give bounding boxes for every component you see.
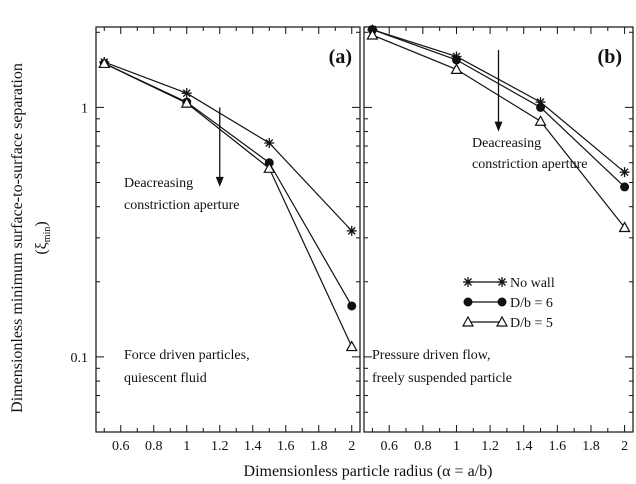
legend-label: No wall [510,276,555,291]
series-line [103,62,353,347]
star-marker [346,225,357,236]
triangle-marker [263,162,276,173]
x-tick-label: 1 [183,439,190,454]
star-stroke [347,226,356,235]
y-axis-label: Dimensionless minimum surface-to-surface… [9,63,26,413]
star-stroke [620,168,629,177]
x-tick-label: 0.6 [112,439,130,454]
triangle-marker [534,115,547,126]
triangle-marker [180,96,193,108]
x-tick-label: 0.6 [380,439,398,454]
triangle-marker [618,221,631,233]
x-tick-label: 1 [453,439,460,454]
star-stroke [498,278,506,286]
panel-label: (a) [329,46,352,68]
y-axis-symbol: (ξmin) [33,221,53,254]
circle-marker [536,102,546,112]
triangle-marker [450,63,463,74]
arrow-annotation-line1: Deacreasing [472,136,541,151]
x-tick-label: 1.4 [515,439,533,454]
star-stroke [182,89,191,98]
triangle-marker [366,28,379,40]
panel-note-line2: freely suspended particle [372,371,512,386]
triangle-marker [98,57,111,69]
x-axis-label: Dimensionless particle radius (α = a/b) [244,463,493,480]
circle-marker [451,55,461,65]
arrow-annotation-line1: Deacreasing [124,176,193,191]
x-tick-label: 1.6 [549,439,567,454]
arrow-annotation-line2: constriction aperture [124,198,239,213]
panel-a: 0.6 0.8 1 1.2 1.4 1.6 1.8 2 0.1 1 (a) Deacreasing co… [71,26,361,454]
x-tick-label: 1.8 [582,439,600,454]
star-marker [264,137,275,148]
x-tick-label: 1.4 [244,439,262,454]
legend: No wall D/b = 6 D/b = 5 [461,276,555,331]
y-tick-label: 1 [81,101,88,116]
circle-marker [347,301,357,311]
x-tick-label: 1.8 [310,439,328,454]
x-tick-label: 2 [621,439,628,454]
x-tick-label: 1.2 [211,439,229,454]
star-marker [463,277,473,287]
panel-note-line1: Force driven particles, [124,348,250,363]
x-tick-label: 0.8 [145,439,163,454]
circle-marker [620,182,630,192]
star-stroke [265,139,274,147]
circle-marker [463,297,473,307]
plot-frame [363,26,634,433]
star-marker [619,167,630,178]
y-tick-label: 0.1 [71,351,89,366]
legend-label: D/b = 5 [510,316,553,331]
star-stroke [464,278,472,286]
x-tick-label: 1.6 [277,439,295,454]
panel-note-line1: Pressure driven flow, [372,348,490,363]
arrow-head [215,176,224,187]
plot-frame [95,26,361,433]
star-marker [181,88,192,99]
circle-marker [497,297,507,307]
x-tick-label: 1.2 [481,439,499,454]
series-open-triangle [98,57,358,352]
triangle-marker [495,315,509,327]
legend-label: D/b = 6 [510,296,553,311]
panel-label: (b) [598,46,622,68]
x-tick-label: 2 [348,439,355,454]
triangle-marker [345,340,358,352]
arrow-head [494,121,503,132]
star-marker [497,277,507,287]
series-line [104,61,353,232]
x-tick-label: 0.8 [414,439,432,454]
arrow-annotation-line2: constriction aperture [472,157,587,172]
panel-note-line2: quiescent fluid [124,371,207,386]
triangle-marker [461,315,475,327]
panel-b: 0.6 0.8 1 1.2 1.4 1.6 1.8 2 (b) Deacreasing constr… [363,24,634,454]
